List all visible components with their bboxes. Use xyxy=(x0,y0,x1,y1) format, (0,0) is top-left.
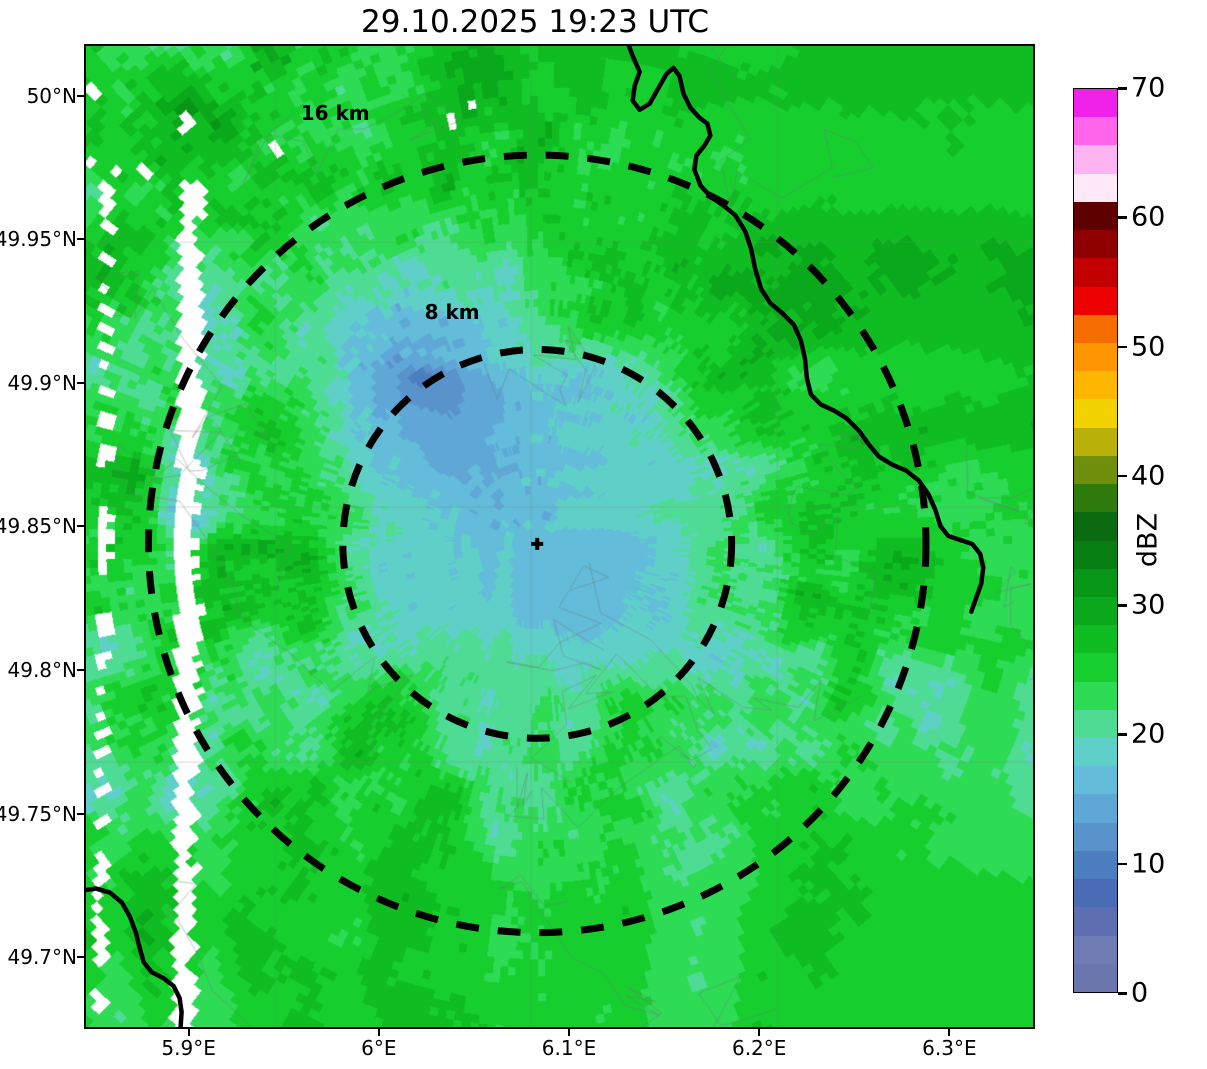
colorbar-band xyxy=(1074,313,1117,343)
colorbar-tick-mark xyxy=(1118,216,1127,219)
colorbar-tick-mark xyxy=(1118,862,1127,866)
colorbar-band xyxy=(1074,144,1117,174)
colorbar-band xyxy=(1074,200,1117,231)
range-ring-8km xyxy=(339,345,736,742)
colorbar-band xyxy=(1074,878,1117,908)
colorbar-tick-mark xyxy=(1118,604,1127,607)
colorbar-band xyxy=(1074,172,1117,202)
longitude-tick-label: 6.2°E xyxy=(731,1036,787,1060)
colorbar-band xyxy=(1074,708,1117,739)
colorbar-band xyxy=(1074,962,1117,992)
colorbar-band xyxy=(1074,736,1117,767)
latitude-tick-mark xyxy=(77,525,84,528)
map-vector-overlay xyxy=(86,46,986,1027)
longitude-tick-mark xyxy=(568,1029,570,1036)
latitude-tick-label: 49.85°N xyxy=(0,514,77,539)
colorbar-tick-label: 0 xyxy=(1131,977,1149,1009)
colorbar-band xyxy=(1074,229,1117,259)
colorbar-tick-label: 60 xyxy=(1131,201,1166,233)
latitude-tick-mark xyxy=(77,812,84,815)
range-rings xyxy=(145,151,930,937)
figure-title: 29.10.2025 19:23 UTC xyxy=(361,4,709,40)
colorbar-tick-label: 50 xyxy=(1131,331,1166,363)
latitude-tick-mark xyxy=(77,669,84,672)
colorbar-band xyxy=(1074,567,1117,597)
colorbar-band xyxy=(1074,821,1117,851)
colorbar-band xyxy=(1074,624,1117,654)
colorbar-band xyxy=(1074,89,1117,118)
colorbar-band xyxy=(1074,765,1117,795)
colorbar-band xyxy=(1074,595,1117,626)
colorbar-band xyxy=(1074,539,1117,569)
latitude-tick-mark xyxy=(77,94,84,97)
colorbar-band xyxy=(1074,849,1117,880)
colorbar-tick-mark xyxy=(1118,733,1127,736)
colorbar-band xyxy=(1074,426,1117,456)
colorbar-band xyxy=(1074,454,1117,485)
latitude-tick-label: 49.95°N xyxy=(0,227,77,252)
border-line-southwest xyxy=(86,886,184,1027)
colorbar-tick-mark xyxy=(1118,992,1127,995)
colorbar-band xyxy=(1074,257,1117,287)
colorbar-band xyxy=(1074,906,1117,936)
latitude-tick-label: 49.7°N xyxy=(7,945,78,970)
border-line-north xyxy=(626,46,986,614)
colorbar-band xyxy=(1074,285,1117,315)
longitude-tick-label: 5.9°E xyxy=(161,1036,216,1060)
colorbar-tick-label: 20 xyxy=(1131,718,1166,750)
radar-reflectivity-raster xyxy=(86,46,1033,1027)
colorbar-band xyxy=(1074,482,1117,513)
colorbar-band xyxy=(1074,341,1117,372)
colorbar-band xyxy=(1074,793,1117,823)
radar-site-plus-icon xyxy=(531,537,544,550)
colorbar-axis-label: dBZ xyxy=(1132,512,1164,568)
colorbar-band xyxy=(1074,398,1117,428)
longitude-tick-label: 6°E xyxy=(361,1036,397,1060)
colorbar-band xyxy=(1074,652,1117,682)
dbz-colorbar[interactable] xyxy=(1073,88,1118,993)
country-border-line xyxy=(86,46,986,1027)
colorbar-band xyxy=(1074,680,1117,710)
colorbar-tick-label: 70 xyxy=(1131,72,1166,104)
longitude-tick-label: 6.1°E xyxy=(541,1036,597,1060)
latitude-tick-mark xyxy=(77,381,84,384)
colorbar-tick-mark xyxy=(1118,474,1127,478)
colorbar-tick-mark xyxy=(1118,87,1127,90)
longitude-tick-label: 6.3°E xyxy=(922,1036,977,1060)
range-ring-16km xyxy=(145,151,930,937)
longitude-tick-mark xyxy=(377,1029,380,1036)
colorbar-tick-label: 40 xyxy=(1131,460,1166,492)
colorbar-tick-label: 10 xyxy=(1131,848,1166,880)
longitude-tick-mark xyxy=(948,1029,951,1036)
colorbar-band xyxy=(1074,511,1117,541)
colorbar-tick-mark xyxy=(1118,345,1127,349)
latitude-tick-mark xyxy=(77,956,84,959)
colorbar-band xyxy=(1074,116,1117,146)
radar-plot-area[interactable]: 16 km 8 km xyxy=(84,44,1035,1029)
latitude-tick-label: 49.9°N xyxy=(7,370,78,395)
colorbar-band xyxy=(1074,370,1117,400)
colorbar-tick-label: 30 xyxy=(1131,589,1166,621)
latitude-tick-mark xyxy=(77,238,84,241)
latitude-tick-label: 50°N xyxy=(26,83,77,108)
longitude-tick-mark xyxy=(187,1029,190,1036)
longitude-tick-mark xyxy=(758,1029,761,1036)
latitude-tick-label: 49.75°N xyxy=(0,801,77,826)
colorbar-band xyxy=(1074,934,1117,964)
radar-site-marker xyxy=(531,537,544,550)
latitude-tick-label: 49.8°N xyxy=(7,658,78,683)
